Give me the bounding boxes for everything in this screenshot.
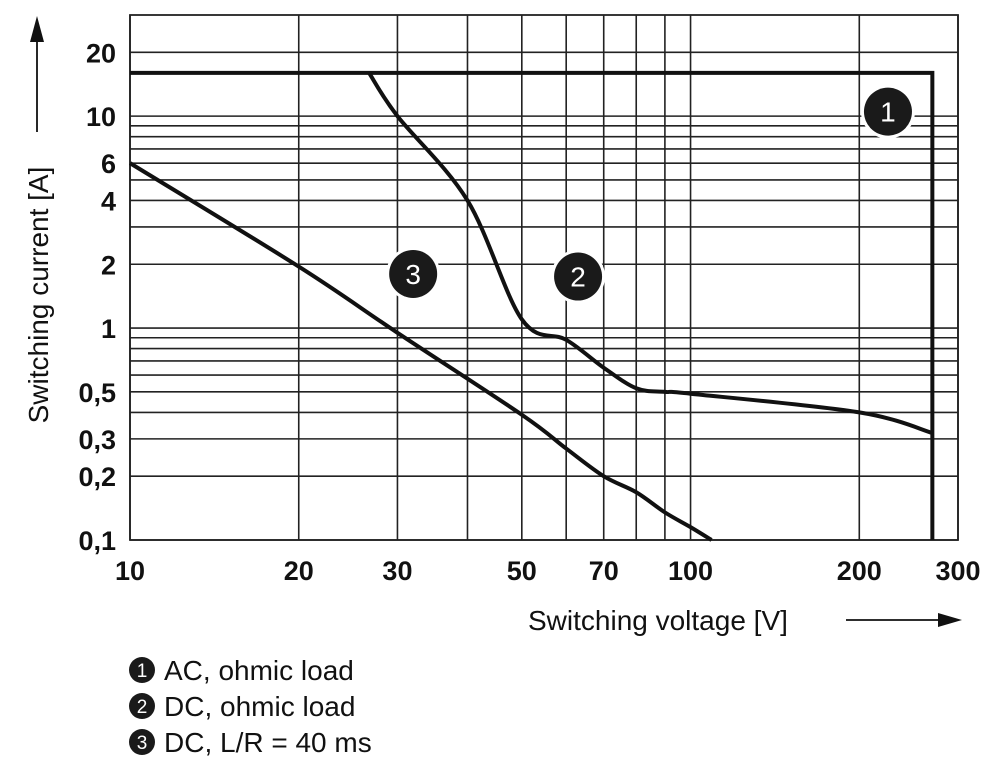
y-tick-label: 6 <box>101 149 116 179</box>
legend-marker-3 <box>129 729 155 755</box>
curve-marker-3 <box>389 249 438 298</box>
y-axis-title: Switching current [A] <box>23 167 54 424</box>
tick-labels: 10 20 30 50 70 100 200 300 20 10 6 4 2 1 0,5 0,3 0,2 0,1 <box>78 38 980 586</box>
x-axis-title-group: Switching voltage [V] <box>528 605 962 636</box>
x-tick-label: 30 <box>382 556 412 586</box>
curve-marker-label: 1 <box>880 97 896 128</box>
legend-marker-1 <box>129 657 155 683</box>
y-tick-label: 20 <box>86 38 116 68</box>
y-tick-label: 2 <box>101 250 116 280</box>
y-tick-label: 0,2 <box>78 462 116 492</box>
y-tick-label: 4 <box>101 186 116 216</box>
y-tick-label: 0,3 <box>78 425 116 455</box>
x-tick-label: 200 <box>837 556 882 586</box>
x-tick-label: 100 <box>668 556 713 586</box>
series-line-2 <box>367 71 933 435</box>
x-axis-title: Switching voltage [V] <box>528 605 788 636</box>
y-tick-label: 10 <box>86 102 116 132</box>
x-tick-label: 50 <box>507 556 537 586</box>
y-axis-arrow-head <box>30 16 44 42</box>
legend-entry: DC, ohmic load <box>164 691 355 722</box>
y-tick-label: 1 <box>101 314 116 344</box>
legend-marker-label: 3 <box>137 733 148 754</box>
y-tick-label: 0,5 <box>78 378 116 408</box>
plot-frame <box>129 14 959 541</box>
legend-entry: DC, L/R = 40 ms <box>164 727 372 758</box>
y-tick-label: 0,1 <box>78 526 116 556</box>
x-tick-label: 300 <box>935 556 980 586</box>
curve-marker-label: 3 <box>405 259 421 290</box>
curve-marker-label: 2 <box>570 262 586 293</box>
curve-marker-2 <box>554 252 603 301</box>
legend: 1 AC, ohmic load 2 DC, ohmic load 3 DC, L/R =… <box>129 655 372 758</box>
legend-marker-2 <box>129 693 155 719</box>
legend-marker-label: 1 <box>137 661 148 682</box>
x-tick-label: 20 <box>284 556 314 586</box>
series-group <box>128 70 935 542</box>
x-tick-label: 10 <box>115 556 145 586</box>
y-axis-title-group: Switching current [A] <box>23 16 54 423</box>
series-line-1 <box>130 70 935 540</box>
x-tick-label: 70 <box>589 556 619 586</box>
curve-marker-1 <box>863 87 912 136</box>
series-line-3 <box>128 161 713 542</box>
legend-marker-label: 2 <box>137 697 148 718</box>
grid <box>129 14 959 541</box>
curve-markers: 1 2 3 <box>386 84 915 304</box>
x-axis-arrow-head <box>938 613 962 627</box>
legend-entry: AC, ohmic load <box>164 655 354 686</box>
